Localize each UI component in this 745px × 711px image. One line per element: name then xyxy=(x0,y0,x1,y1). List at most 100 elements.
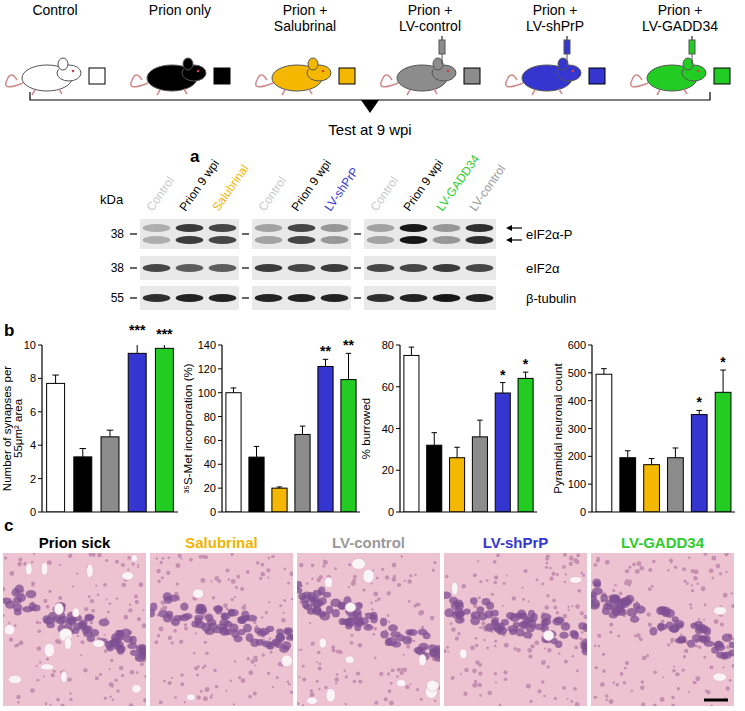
tissue-speckle xyxy=(546,594,549,597)
tissue-speckle xyxy=(4,556,7,559)
tissue-speckle xyxy=(154,640,158,644)
pyramidal-cell xyxy=(195,608,204,614)
significance: ** xyxy=(320,343,331,359)
tissue-speckle xyxy=(137,617,141,621)
band-arrowhead xyxy=(506,225,512,231)
error-bar xyxy=(500,383,505,393)
bar-chart: 020406080100120140³⁵S-Met incorporation … xyxy=(182,337,360,518)
pyramidal-cell xyxy=(714,644,725,650)
tissue-speckle xyxy=(195,632,197,634)
tissue-speckle xyxy=(138,582,143,587)
tissue-speckle xyxy=(97,594,99,596)
tissue-speckle xyxy=(433,561,436,564)
tissue-speckle xyxy=(281,618,286,623)
tissue-speckle xyxy=(270,651,273,654)
tissue-speckle xyxy=(421,626,424,629)
tissue-speckle xyxy=(156,569,160,573)
tissue-speckle xyxy=(623,681,627,685)
tissue-speckle xyxy=(9,638,13,642)
tissue-speckle xyxy=(646,612,651,617)
error-bar xyxy=(409,347,414,355)
tissue-speckle xyxy=(51,673,55,677)
tissue-speckle xyxy=(128,608,132,612)
tissue-speckle xyxy=(538,689,542,693)
vacuole xyxy=(307,697,318,704)
tissue-speckle xyxy=(574,646,578,650)
tissue-speckle xyxy=(612,681,615,684)
tissue-speckle xyxy=(472,669,477,674)
tissue-speckle xyxy=(445,575,448,578)
tissue-speckle xyxy=(266,568,270,572)
tissue-speckle xyxy=(682,567,686,571)
pyramidal-cell xyxy=(482,598,491,605)
vacuole xyxy=(345,656,354,663)
tissue-speckle xyxy=(686,582,689,585)
tissue-speckle xyxy=(711,705,713,706)
tissue-speckle xyxy=(594,695,598,699)
tissue-speckle xyxy=(358,679,362,683)
vacuole xyxy=(132,685,142,693)
tissue-speckle xyxy=(144,675,146,678)
tissue-speckle xyxy=(374,701,378,705)
pyramidal-cell xyxy=(173,615,183,621)
pyramidal-cell xyxy=(704,641,714,647)
tissue-speckle xyxy=(110,659,114,663)
tissue-speckle xyxy=(223,603,228,608)
tissue-speckle xyxy=(157,580,160,583)
tissue-speckle xyxy=(350,641,354,645)
bar xyxy=(715,392,731,512)
mouse-ear xyxy=(308,58,318,70)
tissue-speckle xyxy=(569,562,573,566)
tissue-speckle xyxy=(697,583,699,585)
tissue-speckle xyxy=(9,571,14,576)
tissue-speckle xyxy=(334,567,337,570)
tissue-speckle xyxy=(462,584,466,588)
tissue-speckle xyxy=(290,691,293,694)
pyramidal-cell xyxy=(180,603,188,611)
tissue-speckle xyxy=(403,668,407,672)
tissue-speckle xyxy=(494,672,498,676)
tissue-speckle xyxy=(680,633,682,635)
pyramidal-cell xyxy=(363,624,373,631)
tissue-speckle xyxy=(582,574,585,577)
panel-label: c xyxy=(4,516,13,535)
tissue-speckle xyxy=(479,694,482,697)
tissue-speckle xyxy=(565,573,567,575)
x-axis xyxy=(222,511,360,512)
pyramidal-cell xyxy=(380,630,388,638)
tissue-speckle xyxy=(351,581,356,586)
tissue-speckle xyxy=(553,606,557,610)
tissue-speckle xyxy=(523,569,527,573)
pyramidal-cell xyxy=(662,610,670,617)
blot-band xyxy=(143,236,171,244)
tissue-speckle xyxy=(371,582,373,584)
tissue-speckle xyxy=(564,659,568,663)
tissue-speckle xyxy=(530,644,534,648)
bar xyxy=(74,457,92,512)
tissue-speckle xyxy=(609,622,613,626)
tissue-speckle xyxy=(200,578,205,583)
bar xyxy=(226,393,241,512)
tissue-speckle xyxy=(375,600,378,603)
y-tick-label: 2 xyxy=(30,473,36,485)
mouse-tail xyxy=(256,75,273,87)
vacuole xyxy=(427,680,439,691)
tissue-speckle xyxy=(667,643,670,646)
tissue-speckle xyxy=(377,597,381,601)
tissue-speckle xyxy=(522,587,524,589)
bar xyxy=(691,415,707,512)
pyramidal-cell xyxy=(570,630,578,637)
group-label: LV-control xyxy=(399,18,461,34)
tissue-speckle xyxy=(234,596,236,598)
pyramidal-cell xyxy=(380,618,387,627)
tissue-speckle xyxy=(709,568,714,573)
y-tick-label: 0 xyxy=(30,506,36,518)
y-tick-label: 600 xyxy=(568,339,586,351)
tissue-speckle xyxy=(714,619,719,624)
tissue-speckle xyxy=(197,665,200,668)
tissue-speckle xyxy=(43,599,47,603)
y-tick-label: 20 xyxy=(204,482,216,494)
tissue-speckle xyxy=(570,700,573,703)
pyramidal-cell xyxy=(243,624,252,633)
marker-dash xyxy=(242,267,249,268)
